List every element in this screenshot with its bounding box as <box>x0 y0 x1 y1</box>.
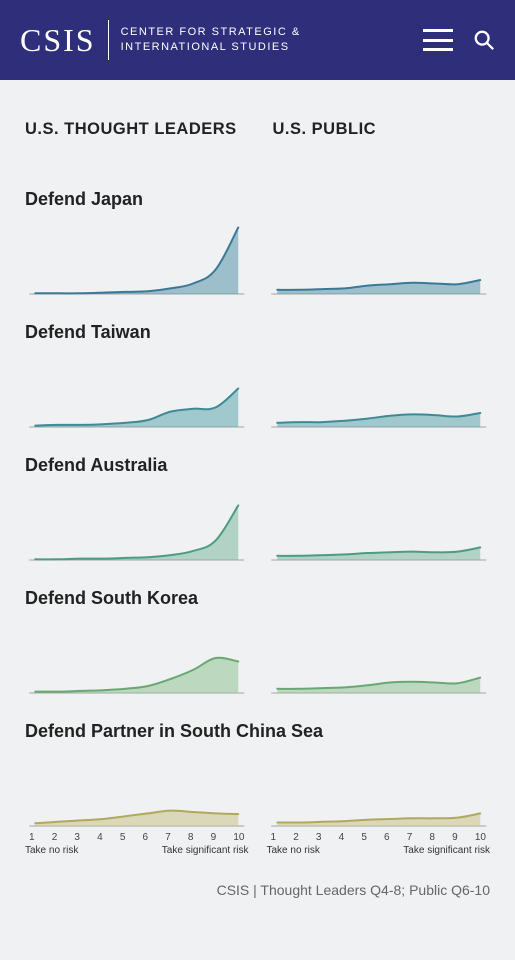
axis-tick: 10 <box>475 832 486 843</box>
col-header-left: U.S. THOUGHT LEADERS <box>25 120 258 139</box>
column-headers: U.S. THOUGHT LEADERS U.S. PUBLIC <box>25 120 490 139</box>
axis-tick: 6 <box>384 832 390 843</box>
axis-block: 1 2 3 4 5 6 7 8 9 10 Take no risk Take significant … <box>267 832 491 856</box>
chart-left <box>25 482 249 562</box>
axis-tick: 8 <box>188 832 194 843</box>
axis-tick: 9 <box>211 832 217 843</box>
chart-left <box>25 615 249 695</box>
chart-right <box>267 216 491 296</box>
chart-right <box>267 748 491 828</box>
chart-row-title: Defend Taiwan <box>25 322 490 343</box>
chart-right <box>267 615 491 695</box>
menu-icon[interactable] <box>423 29 453 51</box>
axis-tick: 5 <box>120 832 126 843</box>
chart-row-title: Defend Partner in South China Sea <box>25 721 490 742</box>
chart-row-title: Defend South Korea <box>25 588 490 609</box>
chart-left <box>25 748 249 828</box>
axis-tick: 3 <box>74 832 80 843</box>
logo-text: CSIS <box>20 22 96 59</box>
chart-row: Defend Japan <box>25 189 490 296</box>
site-header: CSIS CENTER FOR STRATEGIC & INTERNATIONA… <box>0 0 515 80</box>
chart-row: Defend Partner in South China Sea <box>25 721 490 828</box>
chart-row: Defend South Korea <box>25 588 490 695</box>
axis-tick: 8 <box>429 832 435 843</box>
logo-tagline: CENTER FOR STRATEGIC & INTERNATIONAL STU… <box>121 25 301 56</box>
axis-label-left: Take no risk <box>25 845 78 856</box>
axis-tick: 7 <box>407 832 413 843</box>
chart-caption: CSIS | Thought Leaders Q4-8; Public Q6-1… <box>0 866 515 898</box>
axis-tick: 9 <box>452 832 458 843</box>
axis-label-left: Take no risk <box>267 845 320 856</box>
x-axis-row: 1 2 3 4 5 6 7 8 9 10 Take no risk Take significant … <box>25 832 490 856</box>
chart-content: U.S. THOUGHT LEADERS U.S. PUBLIC Defend … <box>0 80 515 866</box>
logo-tagline-line1: CENTER FOR STRATEGIC & <box>121 25 301 40</box>
search-icon[interactable] <box>473 29 495 51</box>
axis-labels: Take no risk Take significant risk <box>267 845 491 856</box>
logo-divider <box>108 20 109 60</box>
axis-label-right: Take significant risk <box>162 845 249 856</box>
chart-right <box>267 349 491 429</box>
axis-tick: 2 <box>293 832 299 843</box>
chart-row: Defend Australia <box>25 455 490 562</box>
chart-left <box>25 349 249 429</box>
chart-row: Defend Taiwan <box>25 322 490 429</box>
axis-tick: 2 <box>52 832 58 843</box>
chart-right <box>267 482 491 562</box>
axis-tick: 10 <box>233 832 244 843</box>
axis-tick: 4 <box>97 832 103 843</box>
logo-tagline-line2: INTERNATIONAL STUDIES <box>121 40 301 55</box>
axis-ticks: 1 2 3 4 5 6 7 8 9 10 <box>25 832 249 845</box>
axis-tick: 5 <box>361 832 367 843</box>
axis-tick: 3 <box>316 832 322 843</box>
chart-row-title: Defend Japan <box>25 189 490 210</box>
axis-block: 1 2 3 4 5 6 7 8 9 10 Take no risk Take significant … <box>25 832 249 856</box>
axis-label-right: Take significant risk <box>403 845 490 856</box>
axis-tick: 4 <box>339 832 345 843</box>
axis-tick: 1 <box>29 832 35 843</box>
logo-block[interactable]: CSIS CENTER FOR STRATEGIC & INTERNATIONA… <box>20 20 301 60</box>
chart-row-title: Defend Australia <box>25 455 490 476</box>
chart-left <box>25 216 249 296</box>
axis-tick: 6 <box>143 832 149 843</box>
axis-tick: 7 <box>165 832 171 843</box>
axis-labels: Take no risk Take significant risk <box>25 845 249 856</box>
axis-ticks: 1 2 3 4 5 6 7 8 9 10 <box>267 832 491 845</box>
col-header-right: U.S. PUBLIC <box>258 120 491 139</box>
axis-tick: 1 <box>271 832 277 843</box>
